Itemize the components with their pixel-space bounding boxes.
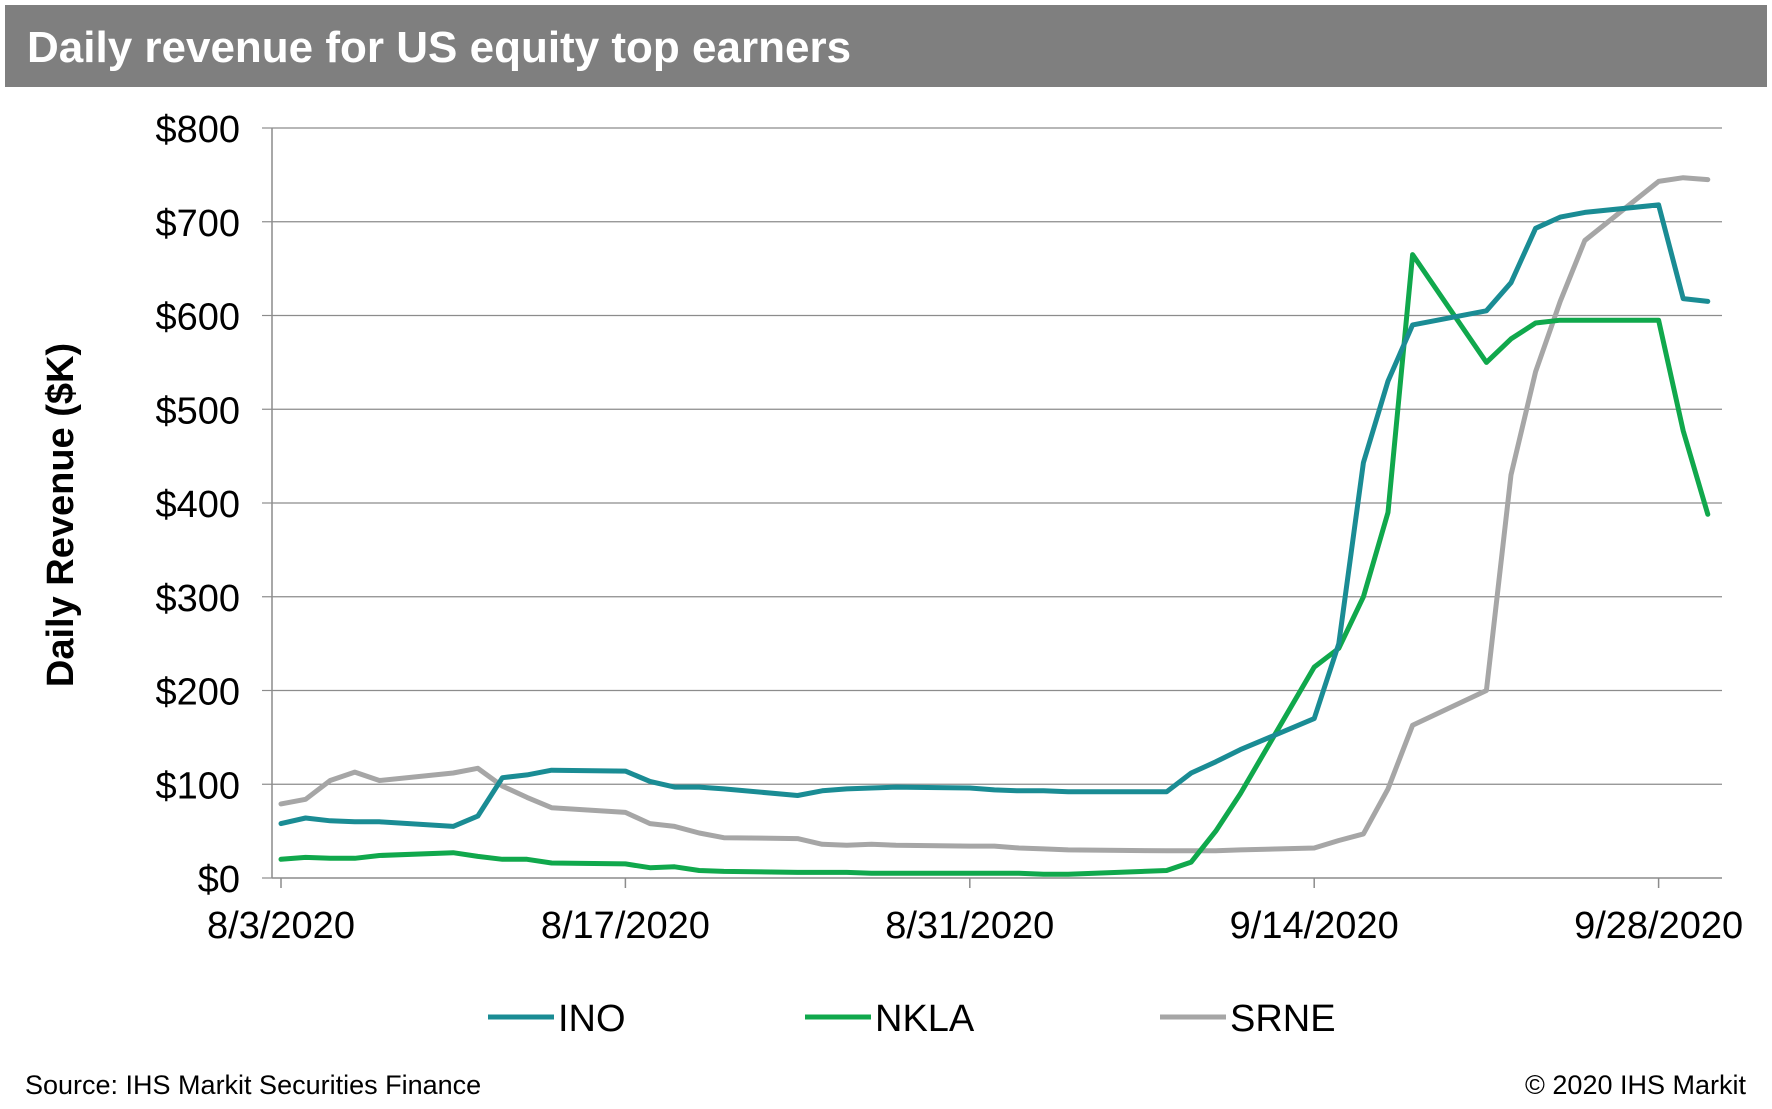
- x-tick-label: 8/17/2020: [541, 905, 710, 947]
- chart-title: Daily revenue for US equity top earners: [27, 23, 852, 72]
- y-tick-label: $700: [155, 203, 240, 245]
- y-tick-label: $500: [155, 390, 240, 432]
- x-tick-label: 9/28/2020: [1574, 905, 1743, 947]
- y-tick-label: $800: [155, 109, 240, 151]
- source-note: Source: IHS Markit Securities Finance: [25, 1070, 482, 1100]
- x-tick-label: 9/14/2020: [1230, 905, 1399, 947]
- series-line-srne: [278, 175, 1711, 854]
- series-line-ino: [278, 202, 1711, 829]
- legend-label-nkla: NKLA: [875, 998, 975, 1040]
- title-bar: Daily revenue for US equity top earners: [5, 5, 1767, 87]
- legend-label-ino: INO: [558, 998, 626, 1040]
- line-chart: $0 $100 $200 $300 $400 $500 $600 $700 $800 8/3/20…: [40, 109, 1743, 1040]
- x-tick-label: 8/31/2020: [885, 905, 1054, 947]
- y-tick-label: $600: [155, 297, 240, 339]
- y-tick-label: $100: [155, 765, 240, 807]
- y-axis-title: Daily Revenue ($K): [40, 343, 82, 687]
- y-tick-label: $200: [155, 672, 240, 714]
- x-tick-label: 8/3/2020: [207, 905, 355, 947]
- y-tick-label: $0: [198, 859, 240, 901]
- y-tick-label: $400: [155, 484, 240, 526]
- legend-label-srne: SRNE: [1230, 998, 1336, 1040]
- y-tick-label: $300: [155, 578, 240, 620]
- copyright-note: © 2020 IHS Markit: [1525, 1070, 1746, 1100]
- series-line-nkla: [278, 252, 1711, 877]
